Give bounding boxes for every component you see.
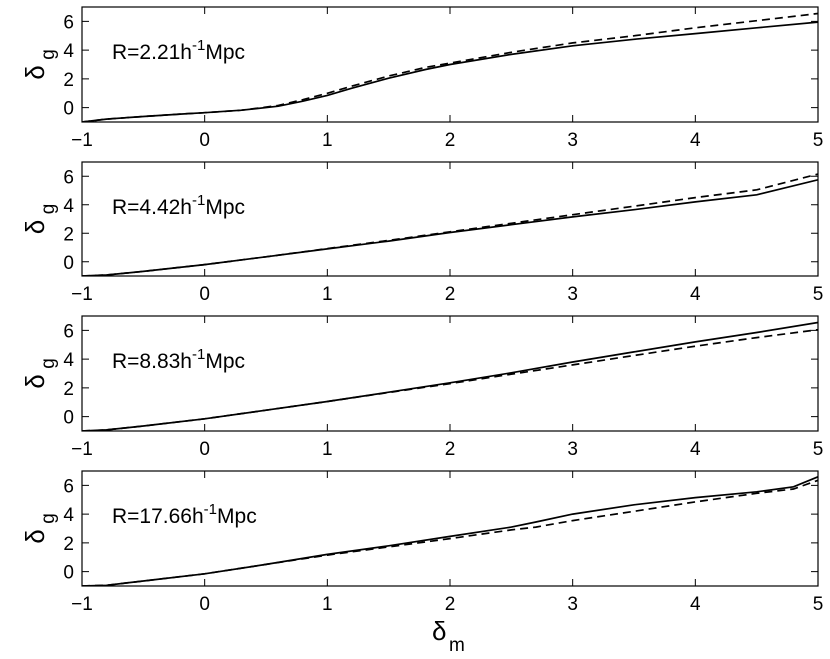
x-axis-label: δ m xyxy=(432,616,465,656)
y-axis-label-subscript: g xyxy=(38,49,59,60)
x-tick-label: 4 xyxy=(690,594,701,615)
x-tick-label: 5 xyxy=(813,439,824,460)
series-line-solid xyxy=(82,476,818,586)
y-axis-label: δg xyxy=(20,204,59,235)
y-tick-label: 2 xyxy=(63,379,74,400)
x-tick-label: 2 xyxy=(445,439,456,460)
panel-frame xyxy=(81,161,819,277)
panel-annotation: R=4.42h-1Mpc xyxy=(112,192,245,219)
x-tick-label: 5 xyxy=(813,130,824,151)
x-tick-label: 0 xyxy=(199,594,210,615)
panel-annotation: R=8.83h-1Mpc xyxy=(112,346,245,373)
y-tick-label: 6 xyxy=(63,476,74,497)
y-tick-label: 0 xyxy=(63,99,74,120)
y-tick-label: 4 xyxy=(63,350,74,371)
y-tick-label: 4 xyxy=(63,505,74,526)
series-line-dashed xyxy=(82,479,818,586)
x-tick-label: 3 xyxy=(567,130,578,151)
y-tick-label: 4 xyxy=(63,196,74,217)
x-tick-label: 1 xyxy=(322,130,333,151)
y-tick-label: 0 xyxy=(63,408,74,429)
x-axis-label-delta: δ xyxy=(432,616,446,646)
x-tick-label: 4 xyxy=(690,284,701,305)
x-tick-label: 1 xyxy=(322,439,333,460)
x-tick-label: −1 xyxy=(71,130,93,151)
y-axis-label: δg xyxy=(20,513,59,544)
x-tick-label: −1 xyxy=(71,439,93,460)
y-axis-label-subscript: g xyxy=(38,513,59,524)
panel-frame xyxy=(81,315,819,432)
series-line-solid xyxy=(82,321,818,431)
y-axis-label: δg xyxy=(20,358,59,389)
x-tick-label: 3 xyxy=(567,284,578,305)
panel-annotation: R=17.66h-1Mpc xyxy=(112,501,257,528)
x-tick-label: 4 xyxy=(690,439,701,460)
y-axis-label-subscript: g xyxy=(38,358,59,369)
y-tick-label: 4 xyxy=(63,41,74,62)
x-tick-label: 2 xyxy=(445,284,456,305)
x-tick-label: −1 xyxy=(71,594,93,615)
x-tick-label: 5 xyxy=(813,594,824,615)
y-tick-label: 2 xyxy=(63,534,74,555)
x-tick-label: 2 xyxy=(445,130,456,151)
panel-annotation: R=2.21h-1Mpc xyxy=(112,37,245,64)
y-tick-label: 0 xyxy=(63,253,74,274)
y-axis-label: δg xyxy=(20,49,59,80)
y-tick-label: 6 xyxy=(63,321,74,342)
x-tick-label: −1 xyxy=(71,284,93,305)
y-tick-label: 6 xyxy=(63,167,74,188)
series-line-dashed xyxy=(82,12,818,122)
x-tick-label: 4 xyxy=(690,130,701,151)
y-axis-label-delta: δ xyxy=(20,65,50,79)
x-tick-label: 2 xyxy=(445,594,456,615)
y-axis-label-subscript: g xyxy=(38,204,59,215)
y-tick-label: 0 xyxy=(63,563,74,584)
x-tick-label: 0 xyxy=(199,439,210,460)
x-tick-label: 1 xyxy=(322,284,333,305)
x-tick-label: 1 xyxy=(322,594,333,615)
x-tick-label: 0 xyxy=(199,284,210,305)
x-tick-label: 5 xyxy=(813,284,824,305)
y-tick-label: 2 xyxy=(63,224,74,245)
x-tick-label: 3 xyxy=(567,439,578,460)
y-axis-label-delta: δ xyxy=(20,220,50,234)
series-line-dashed xyxy=(82,173,818,276)
x-axis-label-subscript: m xyxy=(449,635,465,656)
y-tick-label: 6 xyxy=(63,12,74,33)
x-tick-label: 3 xyxy=(567,594,578,615)
x-tick-label: 0 xyxy=(199,130,210,151)
series-line-dashed xyxy=(82,328,818,431)
y-axis-label-delta: δ xyxy=(20,374,50,388)
y-axis-label-delta: δ xyxy=(20,529,50,543)
panel-frame xyxy=(81,470,819,587)
y-tick-label: 2 xyxy=(63,70,74,91)
